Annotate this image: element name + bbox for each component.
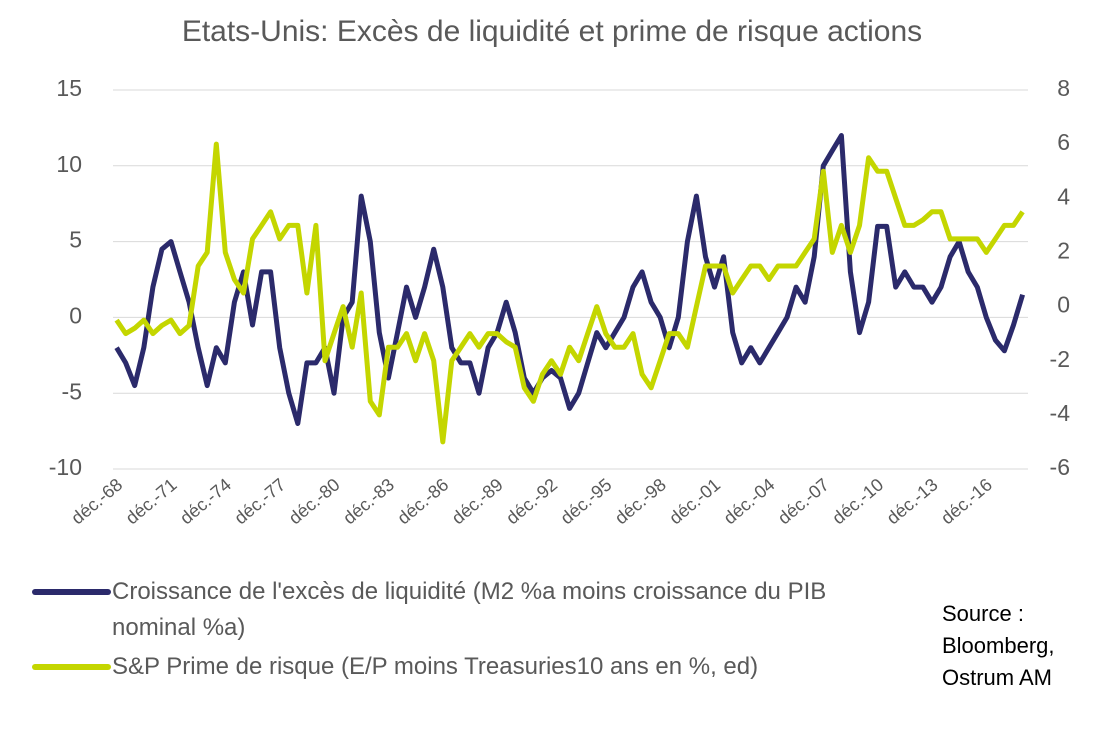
y-tick-label: 15 — [56, 75, 82, 101]
y2-tick-label: 2 — [1057, 238, 1070, 264]
series-line — [114, 141, 1025, 445]
y2-tick-label: 6 — [1057, 129, 1070, 155]
y-tick-label: -10 — [49, 454, 82, 480]
y2-tick-label: -6 — [1050, 454, 1070, 480]
legend-label: S&P Prime de risque (E/P moins Treasurie… — [112, 653, 759, 680]
y2-tick-label: -4 — [1050, 400, 1071, 426]
y2-tick-label: -2 — [1050, 346, 1070, 372]
source: Source : Bloomberg, Ostrum AM — [942, 601, 1055, 690]
y-tick-label: 10 — [56, 151, 82, 177]
series-line — [114, 133, 1025, 426]
y-tick-label: 5 — [69, 227, 82, 253]
chart-title: Etats-Unis: Excès de liquidité et prime … — [181, 15, 923, 48]
y2-tick-label: 0 — [1057, 292, 1070, 318]
y-tick-label: 0 — [69, 302, 82, 328]
y2-tick-label: 4 — [1057, 183, 1070, 209]
legend-label: Croissance de l'excès de liquidité (M2 %… — [112, 578, 827, 641]
y-tick-label: -5 — [62, 378, 82, 404]
y2-tick-label: 8 — [1057, 75, 1070, 101]
